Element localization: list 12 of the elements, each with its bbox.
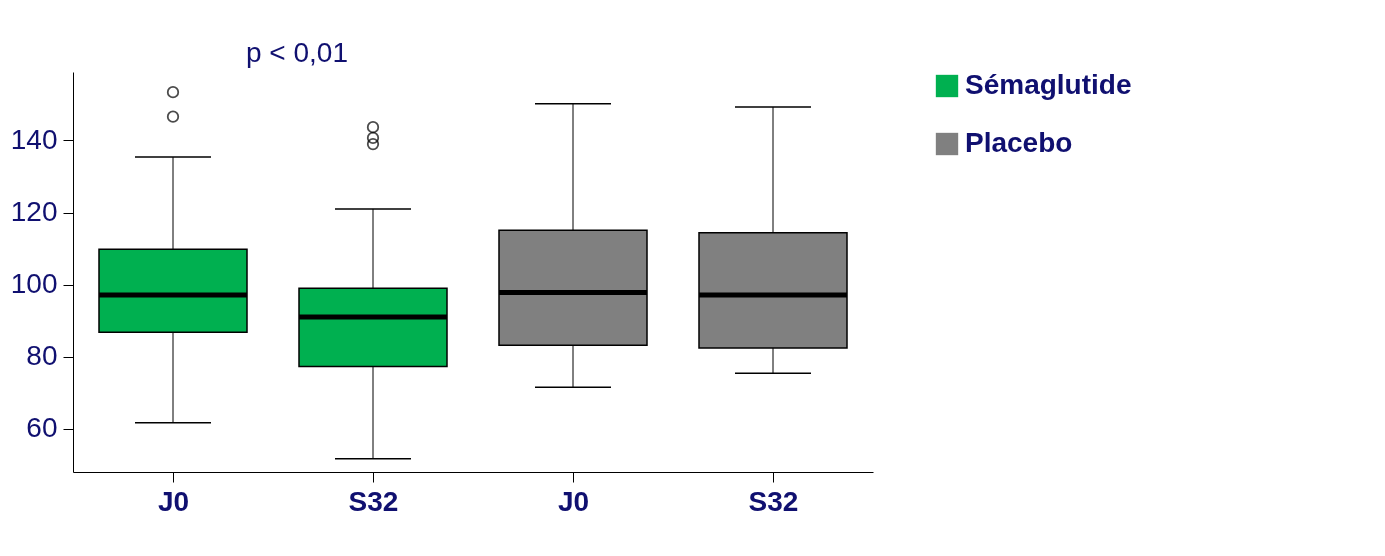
x-tick-label: S32 xyxy=(348,485,399,517)
legend-label: Placebo xyxy=(965,127,1073,158)
text: p < 0,01 xyxy=(246,37,348,68)
y-tick-label: 60 xyxy=(26,412,58,444)
x-tick-label: S32 xyxy=(748,485,799,517)
x-tick-label: J0 xyxy=(557,485,590,517)
y-tick-label: 140 xyxy=(10,123,58,155)
y-tick-label: 100 xyxy=(10,268,58,300)
legend-label: Sémaglutide xyxy=(965,69,1132,100)
x-tick-label: J0 xyxy=(157,485,190,517)
y-tick-label: 120 xyxy=(10,196,58,228)
y-tick-label: 80 xyxy=(26,340,58,372)
